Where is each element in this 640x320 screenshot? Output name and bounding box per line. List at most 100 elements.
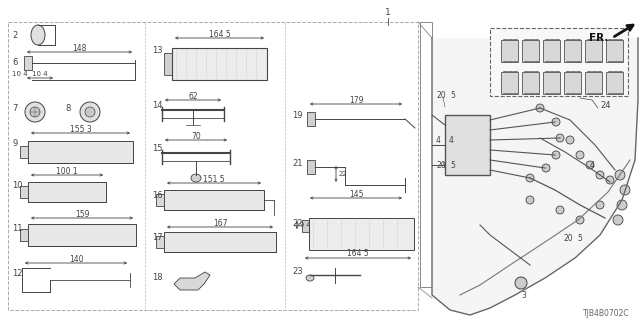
Ellipse shape xyxy=(191,174,201,182)
Bar xyxy=(28,224,136,246)
Bar xyxy=(28,141,133,163)
Text: 17: 17 xyxy=(152,233,163,242)
Text: 21: 21 xyxy=(292,158,303,167)
Text: 10 4: 10 4 xyxy=(12,71,28,77)
Text: 145: 145 xyxy=(349,189,364,198)
Circle shape xyxy=(30,107,40,117)
Bar xyxy=(501,72,518,94)
Text: 14: 14 xyxy=(152,100,163,109)
Text: 4: 4 xyxy=(436,135,441,145)
Bar xyxy=(20,186,28,198)
Text: 4: 4 xyxy=(449,135,454,145)
Circle shape xyxy=(526,174,534,182)
Bar xyxy=(543,40,560,62)
Circle shape xyxy=(617,200,627,210)
Text: 5: 5 xyxy=(450,91,455,100)
Polygon shape xyxy=(432,38,638,315)
Text: TJB4B0702C: TJB4B0702C xyxy=(584,308,630,317)
Bar xyxy=(490,28,628,96)
Circle shape xyxy=(576,216,584,224)
Text: 4: 4 xyxy=(590,161,595,170)
Circle shape xyxy=(515,277,527,289)
Text: 10 4: 10 4 xyxy=(32,71,48,77)
Ellipse shape xyxy=(306,275,314,281)
Bar xyxy=(585,72,602,94)
Bar xyxy=(156,236,164,248)
Text: 18: 18 xyxy=(152,274,163,283)
Bar xyxy=(28,182,106,202)
Text: 20: 20 xyxy=(563,234,573,243)
Text: 9 4: 9 4 xyxy=(300,222,310,228)
Circle shape xyxy=(615,170,625,180)
Text: 164 5: 164 5 xyxy=(347,250,369,259)
Bar xyxy=(420,22,432,287)
Text: 22: 22 xyxy=(339,171,348,177)
Circle shape xyxy=(586,161,594,169)
Text: FR.: FR. xyxy=(589,33,608,43)
Text: 70: 70 xyxy=(191,132,201,140)
Text: 20: 20 xyxy=(436,91,445,100)
Bar xyxy=(164,190,264,210)
Text: 167: 167 xyxy=(212,219,227,228)
Bar xyxy=(307,160,315,174)
Circle shape xyxy=(542,164,550,172)
Text: 7: 7 xyxy=(12,103,17,113)
Circle shape xyxy=(536,104,544,112)
Bar xyxy=(307,112,315,126)
Ellipse shape xyxy=(31,25,45,45)
Bar xyxy=(20,229,28,241)
Text: 62: 62 xyxy=(188,92,198,100)
Circle shape xyxy=(556,134,564,142)
Bar xyxy=(156,194,164,206)
Bar xyxy=(543,72,560,94)
Bar xyxy=(172,48,267,80)
Text: 23: 23 xyxy=(292,268,303,276)
Circle shape xyxy=(80,102,100,122)
Text: 159: 159 xyxy=(75,210,89,219)
Bar xyxy=(585,40,602,62)
Circle shape xyxy=(552,151,560,159)
Circle shape xyxy=(576,151,584,159)
Circle shape xyxy=(85,107,95,117)
Text: 6: 6 xyxy=(12,58,17,67)
Bar xyxy=(164,232,276,252)
Bar xyxy=(302,220,309,232)
Bar xyxy=(564,40,581,62)
Text: 5: 5 xyxy=(450,161,455,170)
Text: 20: 20 xyxy=(436,161,445,170)
Bar xyxy=(522,40,539,62)
Text: 151 5: 151 5 xyxy=(203,174,225,183)
Circle shape xyxy=(25,102,45,122)
Text: 12: 12 xyxy=(12,269,22,278)
Bar xyxy=(20,146,28,158)
Text: 13: 13 xyxy=(152,45,163,54)
Text: 11: 11 xyxy=(12,223,22,233)
Polygon shape xyxy=(174,272,210,290)
Text: 164 5: 164 5 xyxy=(209,29,230,38)
Circle shape xyxy=(606,176,614,184)
Text: 179: 179 xyxy=(349,95,364,105)
Text: 2: 2 xyxy=(12,30,17,39)
Circle shape xyxy=(620,185,630,195)
Text: 155 3: 155 3 xyxy=(70,124,92,133)
Bar xyxy=(309,218,414,250)
Text: 3: 3 xyxy=(521,291,526,300)
Bar xyxy=(606,40,623,62)
Text: 10: 10 xyxy=(12,180,22,189)
Text: 100 1: 100 1 xyxy=(56,166,78,175)
Circle shape xyxy=(552,118,560,126)
Text: 148: 148 xyxy=(72,44,86,52)
Circle shape xyxy=(526,196,534,204)
Bar xyxy=(564,72,581,94)
Bar xyxy=(164,53,172,75)
Circle shape xyxy=(596,201,604,209)
Bar xyxy=(522,72,539,94)
Text: 5: 5 xyxy=(577,234,582,243)
Bar xyxy=(445,115,490,175)
Bar xyxy=(24,56,32,70)
Text: 24: 24 xyxy=(600,100,611,109)
Circle shape xyxy=(596,171,604,179)
Bar xyxy=(8,22,418,310)
Bar xyxy=(606,72,623,94)
Text: 16: 16 xyxy=(152,190,163,199)
